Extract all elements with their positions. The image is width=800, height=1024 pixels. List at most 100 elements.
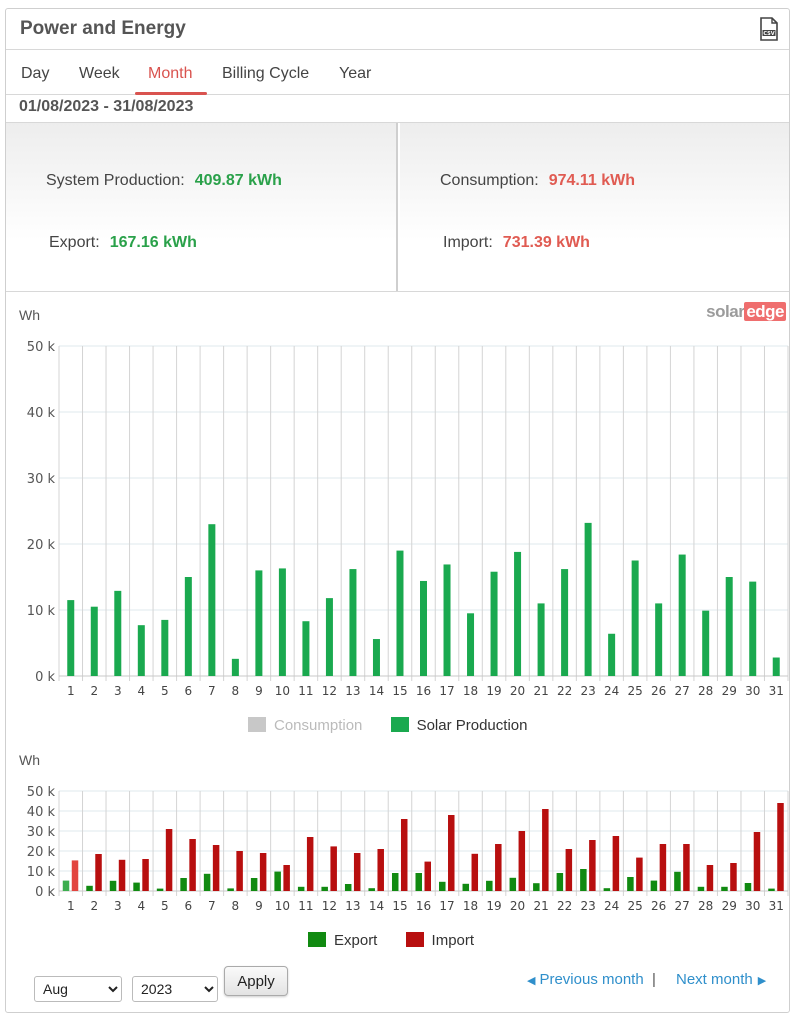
x-tick-label: 18 bbox=[463, 684, 478, 698]
bar-solar-production bbox=[772, 657, 780, 676]
bar-solar-production bbox=[278, 568, 286, 676]
year-select[interactable]: 2023 bbox=[132, 976, 218, 1002]
x-tick-label: 18 bbox=[463, 899, 478, 913]
y-tick-label: 20 k bbox=[27, 845, 56, 860]
month-select[interactable]: Aug bbox=[34, 976, 122, 1002]
x-tick-label: 2 bbox=[90, 684, 98, 698]
x-tick-label: 16 bbox=[416, 684, 431, 698]
bar-import bbox=[118, 859, 126, 891]
legend-import[interactable]: Import bbox=[405, 932, 474, 949]
energy-summary: System Production: 409.87 kWh Export: 167.… bbox=[6, 122, 789, 292]
chart2-legend: Export Import bbox=[308, 932, 474, 949]
tab-year[interactable]: Year bbox=[339, 65, 372, 82]
tab-day[interactable]: Day bbox=[21, 65, 50, 82]
bar-solar-production bbox=[702, 610, 710, 676]
x-tick-label: 3 bbox=[114, 684, 122, 698]
caret-left-icon: ◀ bbox=[527, 975, 536, 987]
x-tick-label: 24 bbox=[604, 899, 619, 913]
x-tick-label: 10 bbox=[275, 684, 290, 698]
next-month-link[interactable]: Next month ▶ bbox=[676, 971, 767, 988]
svg-text:CSV: CSV bbox=[763, 31, 774, 37]
legend-export[interactable]: Export bbox=[308, 932, 377, 949]
bar-export bbox=[462, 883, 470, 891]
bar-import bbox=[306, 837, 314, 891]
apply-button[interactable]: Apply bbox=[224, 966, 288, 996]
bar-solar-production bbox=[514, 551, 522, 676]
consumption-swatch bbox=[248, 717, 266, 732]
bar-import bbox=[283, 865, 290, 891]
x-tick-label: 2 bbox=[90, 899, 98, 913]
export-label: Export: bbox=[49, 234, 100, 251]
bar-solar-production bbox=[231, 658, 239, 676]
bar-solar-production bbox=[749, 581, 757, 676]
x-tick-label: 16 bbox=[416, 899, 431, 913]
bar-export bbox=[109, 880, 117, 891]
import-label: Import: bbox=[443, 234, 493, 251]
legend-solar-production[interactable]: Solar Production bbox=[390, 717, 527, 734]
bar-export bbox=[768, 888, 775, 891]
x-tick-label: 13 bbox=[345, 684, 360, 698]
x-tick-label: 4 bbox=[137, 899, 145, 913]
export-stat: Export: 167.16 kWh bbox=[49, 234, 197, 252]
bar-export bbox=[180, 878, 187, 891]
x-tick-label: 10 bbox=[275, 899, 290, 913]
x-tick-label: 17 bbox=[439, 899, 454, 913]
bar-import bbox=[471, 853, 479, 891]
y-tick-label: 10 k bbox=[27, 604, 56, 619]
bar-export bbox=[391, 873, 399, 891]
production-stat: System Production: 409.87 kWh bbox=[46, 172, 282, 190]
bar-export bbox=[203, 873, 211, 891]
previous-month-link[interactable]: ◀ Previous month bbox=[527, 971, 644, 988]
bar-export bbox=[439, 881, 446, 891]
widget-title: Power and Energy bbox=[20, 18, 186, 39]
tab-month[interactable]: Month bbox=[148, 65, 193, 82]
bar-export bbox=[721, 886, 728, 891]
x-tick-label: 12 bbox=[322, 899, 337, 913]
bar-import bbox=[330, 846, 337, 891]
export-swatch bbox=[308, 932, 326, 947]
bar-export bbox=[744, 883, 752, 891]
csv-file-icon[interactable]: CSV bbox=[759, 17, 779, 41]
import-value: 731.39 kWh bbox=[502, 234, 590, 251]
x-tick-label: 28 bbox=[698, 899, 713, 913]
bar-solar-production bbox=[90, 606, 98, 676]
bar-solar-production bbox=[208, 524, 216, 676]
legend-consumption[interactable]: Consumption bbox=[248, 717, 362, 734]
bar-solar-production bbox=[67, 600, 75, 676]
bar-import bbox=[636, 857, 643, 891]
bar-import bbox=[518, 831, 526, 891]
export-import-chart: 0 k10 k20 k30 k40 k50 k1 2 3 4 5 6 7 8 9 10 11 12 13… bbox=[27, 785, 789, 913]
bar-import bbox=[753, 832, 761, 891]
bar-export bbox=[297, 886, 305, 891]
x-tick-label: 13 bbox=[345, 899, 360, 913]
bar-export bbox=[674, 871, 681, 891]
period-tabs: Day Week Month Billing Cycle Year bbox=[6, 51, 789, 95]
bar-solar-production bbox=[537, 603, 545, 676]
x-tick-label: 31 bbox=[769, 684, 784, 698]
x-tick-label: 31 bbox=[769, 899, 784, 913]
consumption-value: 974.11 kWh bbox=[548, 172, 635, 189]
import-swatch bbox=[405, 932, 424, 947]
bar-export bbox=[415, 873, 422, 891]
bar-export bbox=[86, 885, 93, 891]
bar-export bbox=[533, 883, 540, 891]
x-tick-label: 23 bbox=[580, 899, 595, 913]
tab-billing-cycle[interactable]: Billing Cycle bbox=[222, 65, 310, 82]
nav-separator: | bbox=[652, 971, 656, 988]
tab-week[interactable]: Week bbox=[79, 65, 120, 82]
bar-export bbox=[368, 888, 375, 891]
bar-solar-production bbox=[372, 639, 380, 676]
y-tick-label: 50 k bbox=[27, 340, 56, 355]
x-tick-label: 17 bbox=[439, 684, 454, 698]
bar-import bbox=[165, 829, 173, 891]
summary-right-panel: Consumption: 974.11 kWh Import: 731.39 kWh bbox=[400, 123, 789, 291]
bar-import bbox=[95, 854, 102, 891]
bar-export bbox=[227, 888, 234, 891]
chart2-unit-label: Wh bbox=[19, 752, 40, 768]
x-tick-label: 12 bbox=[322, 684, 337, 698]
x-tick-label: 15 bbox=[392, 899, 407, 913]
bar-import bbox=[612, 836, 620, 891]
x-tick-label: 1 bbox=[67, 684, 75, 698]
y-tick-label: 50 k bbox=[27, 785, 56, 800]
production-value: 409.87 kWh bbox=[194, 172, 282, 189]
